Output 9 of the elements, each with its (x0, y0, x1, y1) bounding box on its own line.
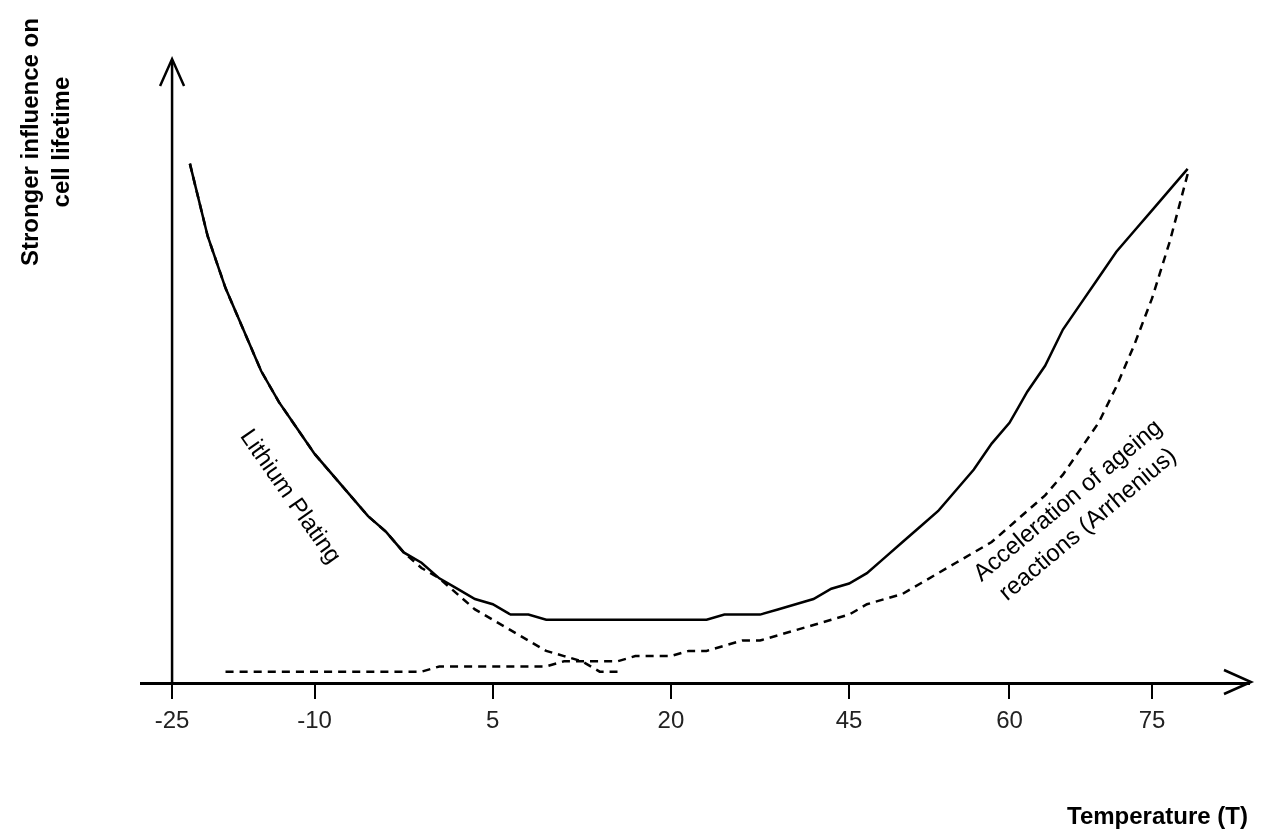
x-axis-title: Temperature (T) (1067, 802, 1248, 829)
y-axis-title: Stronger influence on cell lifetime (16, 18, 75, 267)
x-tick-label: -10 (297, 705, 332, 733)
x-tick-label: 75 (1138, 705, 1166, 733)
x-tick-label: 60 (996, 705, 1023, 733)
x-tick-label: 20 (657, 705, 685, 733)
x-tick-label: 45 (835, 705, 863, 733)
x-tick-label: 5 (486, 705, 500, 733)
x-tick-label: -25 (154, 705, 190, 733)
